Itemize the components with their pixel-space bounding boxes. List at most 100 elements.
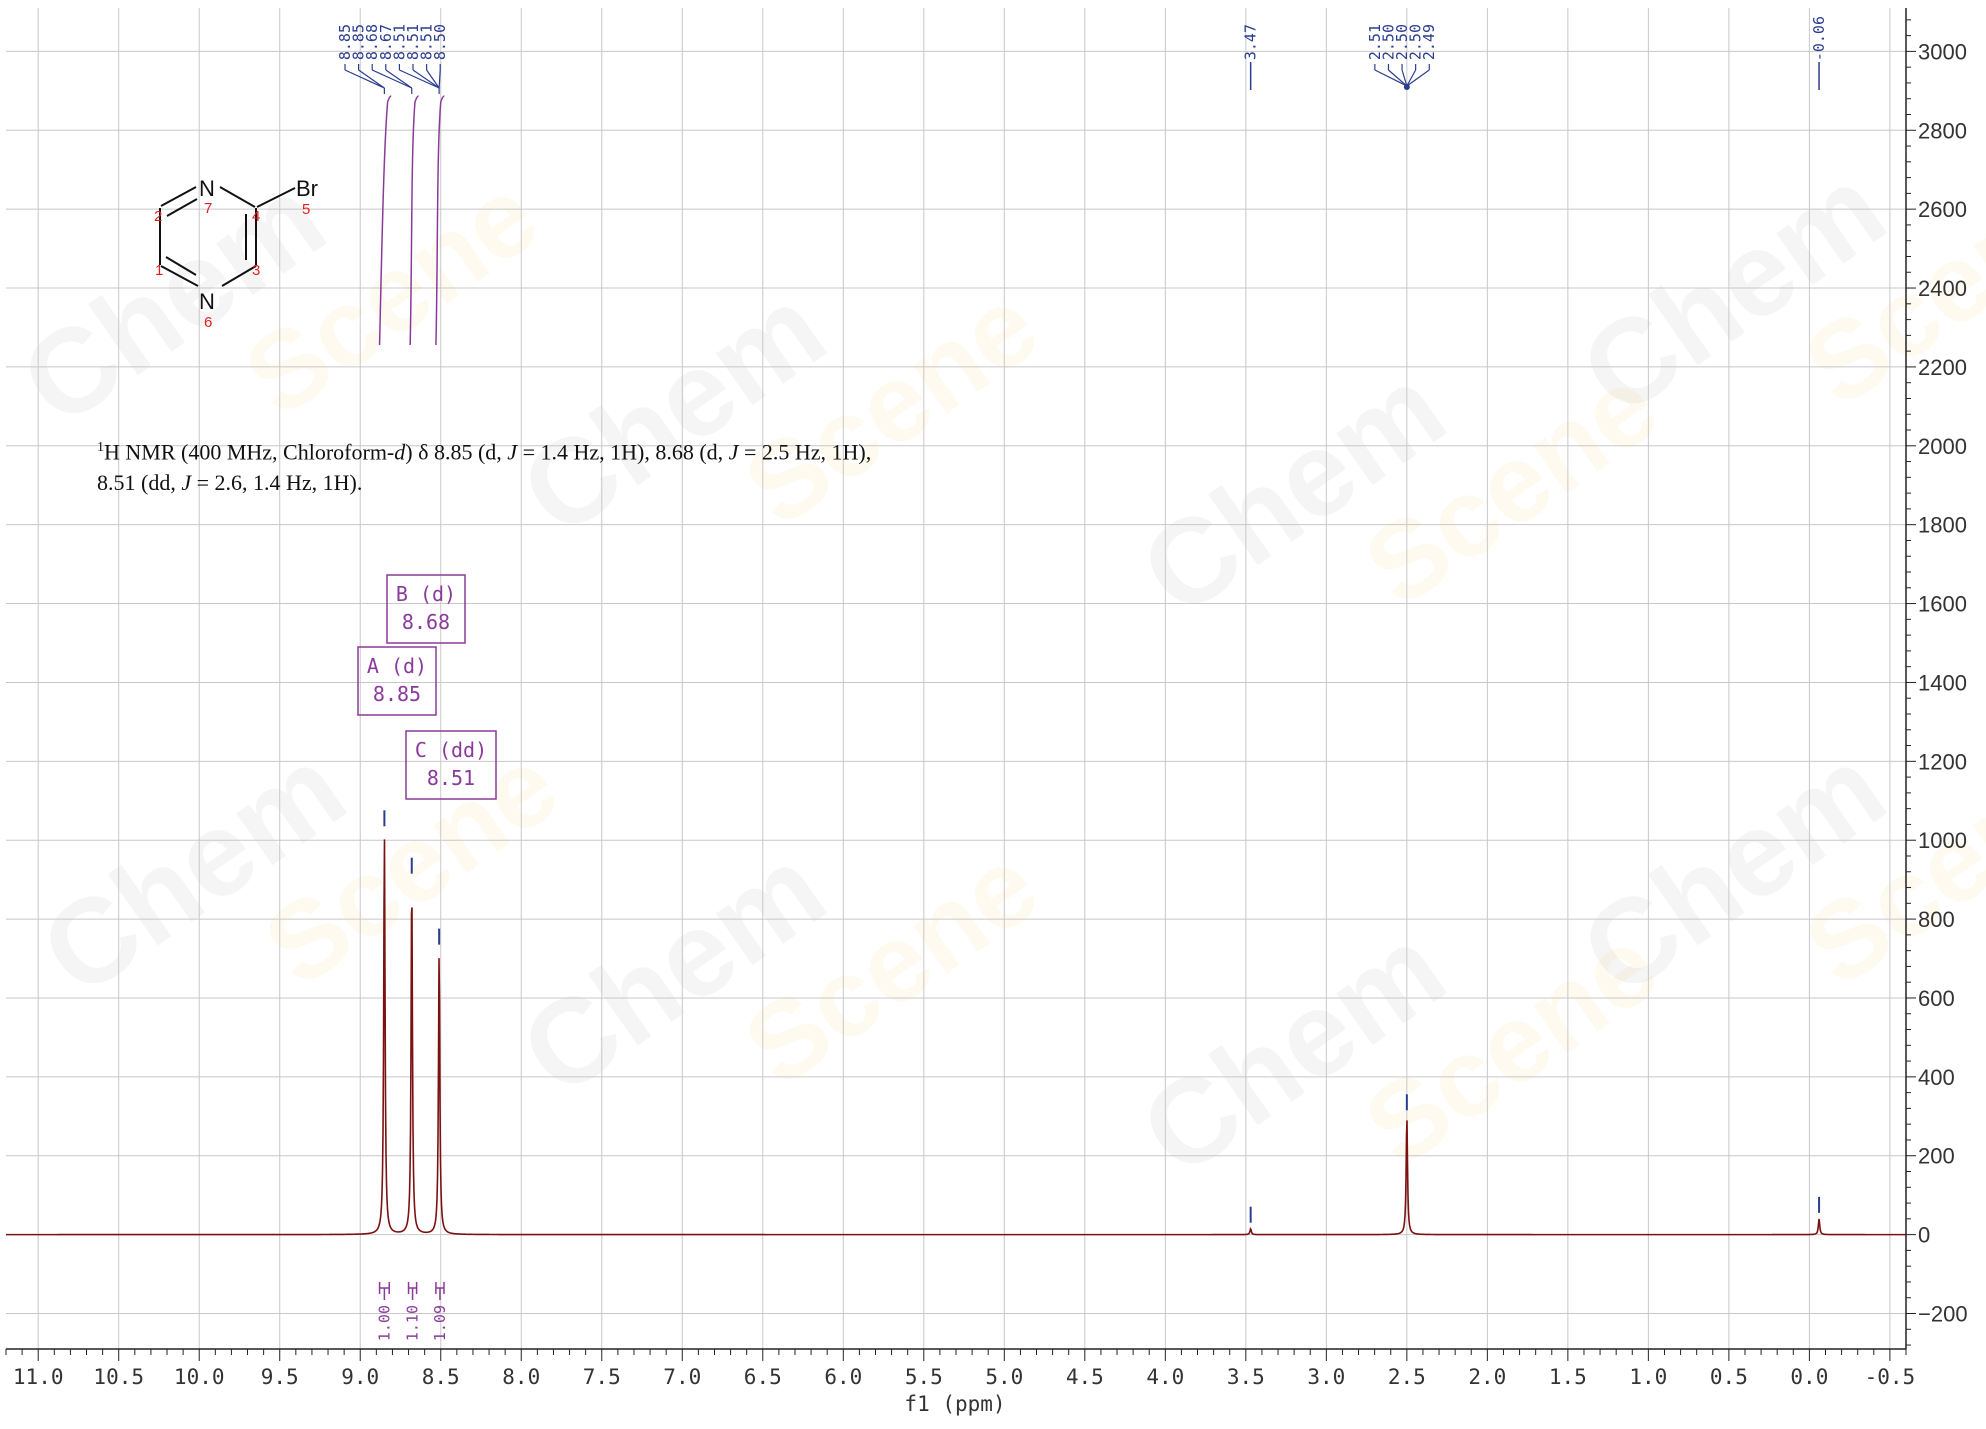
x-tick-label: 4.5 [1066, 1365, 1104, 1389]
y-tick-label: 1800 [1918, 513, 1967, 538]
y-tick-label: 400 [1918, 1065, 1955, 1090]
integral-value: 1.09 [431, 1305, 449, 1341]
peak-label-leader [1401, 69, 1408, 87]
nmr-description-line-1: 1H NMR (400 MHz, Chloroform-d) δ 8.85 (d… [97, 432, 871, 467]
x-tick-label: 8.0 [502, 1365, 540, 1389]
multiplet-box [405, 730, 497, 800]
peak-label-junction [1403, 84, 1410, 90]
x-tick-label: 6.5 [744, 1365, 782, 1389]
x-tick-label: 7.0 [663, 1365, 701, 1389]
atom-n-bottom: N [199, 289, 215, 314]
peak-label-leader [1406, 69, 1417, 87]
x-tick-label: -0.5 [1865, 1365, 1916, 1389]
desc-italic-j: J [728, 439, 739, 465]
multiplet-box [357, 646, 437, 716]
y-tick-label: 2200 [1918, 355, 1967, 380]
x-tick-label: 2.5 [1388, 1365, 1426, 1389]
bond-7-4 [219, 186, 256, 208]
atom-number-7: 7 [204, 200, 212, 217]
y-tick-label: 2800 [1918, 118, 1967, 143]
y-tick-label: 1400 [1918, 670, 1967, 695]
x-tick-label: 4.0 [1146, 1365, 1184, 1389]
x-tick-label: 10.0 [174, 1365, 225, 1389]
y-tick-label: 600 [1918, 986, 1955, 1011]
peak-label: 2.49 [1420, 24, 1438, 60]
peak-label-leader [371, 69, 413, 89]
y-tick-label: 0 [1918, 1223, 1930, 1248]
atom-br: Br [296, 176, 318, 201]
y-tick-label: 1600 [1918, 592, 1967, 617]
x-tick-label: 10.5 [93, 1365, 144, 1389]
multiplet-label: A (d) [367, 654, 427, 678]
x-tick-label: 0.0 [1790, 1365, 1828, 1389]
peak-label: 8.51 [390, 24, 408, 60]
desc-part: = 2.5 Hz, 1H), [738, 439, 872, 465]
integral-value: 1.10 [404, 1305, 422, 1341]
y-tick-label: 2000 [1918, 434, 1967, 459]
x-tick-label: 6.0 [824, 1365, 862, 1389]
x-tick-label: 5.5 [905, 1365, 943, 1389]
peak-label: 2.50 [1407, 24, 1425, 60]
peak-label-layer: 8.858.858.688.678.518.518.518.50 3.47 2.51… [336, 16, 1828, 94]
x-tick-label: 3.0 [1307, 1365, 1345, 1389]
multiplet-label: B (d) [396, 582, 456, 606]
peak-label: 2.51 [1366, 24, 1384, 60]
x-tick-label: 9.0 [341, 1365, 379, 1389]
multiplet-box-layer: B (d) 8.68 A (d) 8.85 C (dd) 8.51 [357, 574, 497, 800]
grid-layer [6, 8, 1906, 1349]
peak-label-leader [1406, 69, 1430, 87]
desc-italic-j: J [181, 470, 192, 496]
peak-label: 8.67 [377, 24, 395, 60]
y-tick-label: 3000 [1918, 39, 1967, 64]
peak-label-leader [344, 69, 385, 89]
desc-italic-d: d [394, 439, 406, 465]
desc-part: H NMR (400 MHz, Chloroform- [104, 439, 395, 465]
y-tick-label: 200 [1918, 1144, 1955, 1169]
desc-part: 8.51 (dd, [97, 470, 182, 496]
atom-number-1: 1 [155, 262, 163, 279]
axes-layer: 11.0 10.5 10.0 9.5 9.0 8.5 8.0 7.5 7.0 6.5 6.0 5.5 5… [5, 8, 1968, 1416]
peak-label: 8.51 [404, 24, 422, 60]
x-tick-label: 0.5 [1710, 1365, 1748, 1389]
desc-part: = 1.4 Hz, 1H), 8.68 (d, [517, 439, 729, 465]
x-axis-label: f1 (ppm) [904, 1392, 1005, 1416]
y-tick-label: 1200 [1918, 749, 1967, 774]
atom-number-5: 5 [302, 201, 310, 218]
y-tick-label: 1000 [1918, 828, 1967, 853]
peak-label: 8.50 [431, 24, 449, 60]
peak-label-leader [426, 69, 440, 89]
y-tick-label: 2600 [1918, 197, 1967, 222]
x-tick-label: 2.0 [1468, 1365, 1506, 1389]
x-tick-label: 9.5 [261, 1365, 299, 1389]
peak-label-leader [1388, 69, 1408, 87]
integral-curve [435, 95, 445, 346]
y-tick-label: 2400 [1918, 276, 1967, 301]
peak-label: 8.85 [350, 24, 368, 60]
y-tick-label: −200 [1918, 1302, 1968, 1327]
x-tick-label: 7.5 [583, 1365, 621, 1389]
integral-curve [409, 95, 419, 346]
peak-label: -0.06 [1810, 16, 1828, 61]
x-tick-label: 3.5 [1227, 1365, 1265, 1389]
integral-layer: 1.00 1.10 1.09 [375, 95, 449, 1341]
y-tick-label: 800 [1918, 907, 1955, 932]
nmr-description: 1H NMR (400 MHz, Chloroform-d) δ 8.85 (d… [97, 432, 871, 498]
nucleus-superscript: 1 [97, 440, 104, 455]
peak-label-leader [1374, 69, 1408, 87]
x-tick-label: 5.0 [985, 1365, 1023, 1389]
peak-label: 2.50 [1379, 24, 1397, 60]
multiplet-value: 8.68 [402, 610, 450, 634]
peak-label: 8.85 [336, 24, 354, 60]
x-tick-label: 1.0 [1629, 1365, 1667, 1389]
peak-label: 8.68 [363, 24, 381, 60]
x-tick-label: 8.5 [422, 1365, 460, 1389]
desc-italic-j: J [507, 439, 518, 465]
integral-value: 1.00 [375, 1305, 393, 1341]
spectrum-layer [6, 810, 1906, 1236]
molecule-structure [159, 186, 296, 287]
bond-3-6 [221, 265, 257, 287]
x-tick-label: 11.0 [13, 1365, 64, 1389]
peak-label-leader [438, 69, 441, 89]
peak-label-leader [358, 69, 385, 89]
